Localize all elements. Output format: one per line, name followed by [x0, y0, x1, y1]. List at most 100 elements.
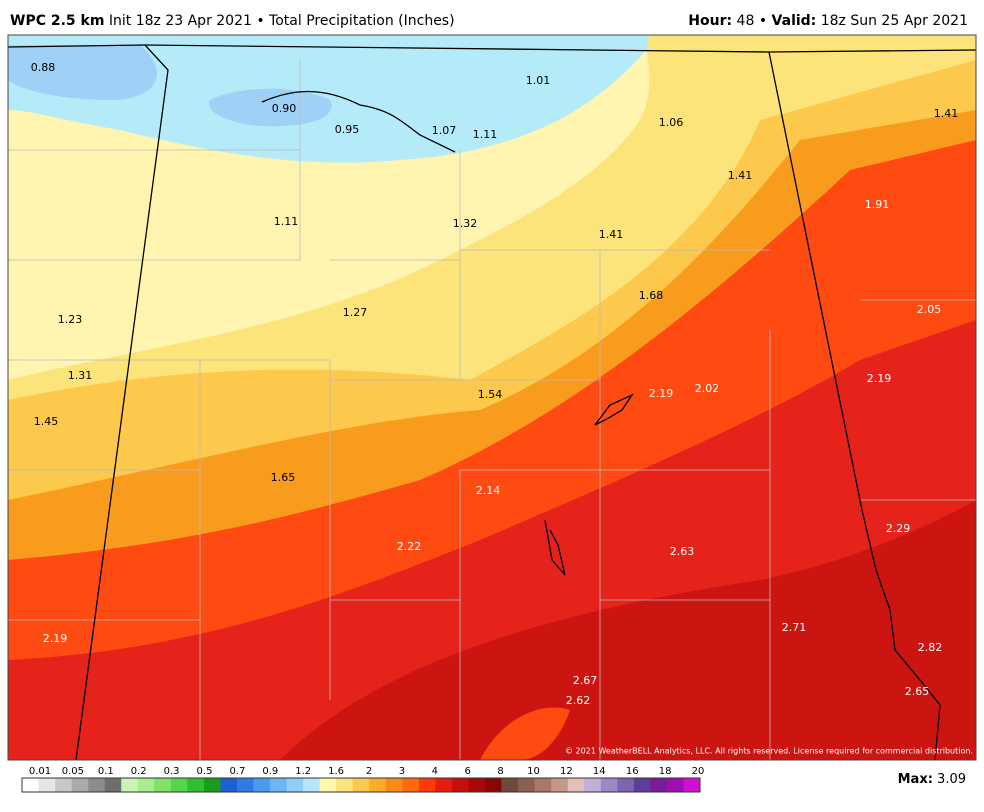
- color-swatch: [270, 778, 287, 792]
- color-swatch: [633, 778, 651, 792]
- value-label: 2.02: [695, 382, 720, 395]
- color-swatch: [600, 778, 618, 792]
- value-label: 2.19: [867, 372, 892, 385]
- value-label: 2.05: [917, 303, 942, 316]
- color-swatch: [551, 778, 569, 792]
- county-lines: [8, 60, 976, 760]
- colorbar-label: 0.7: [229, 766, 245, 777]
- color-swatch: [451, 778, 469, 792]
- value-label: 1.41: [934, 107, 959, 120]
- value-labels: 0.88 0.90 0.95 1.07 1.11 1.01 1.06 1.41 1.41 1.91…: [31, 61, 959, 707]
- value-label: 2.67: [573, 674, 598, 687]
- max-label: Max:: [898, 772, 933, 787]
- value-label: 0.90: [272, 102, 297, 115]
- value-label: 2.71: [782, 621, 807, 634]
- value-label: 1.41: [728, 169, 753, 182]
- value-label: 1.07: [432, 124, 457, 137]
- value-label: 2.29: [886, 522, 911, 535]
- colorbar-label: 0.3: [164, 766, 180, 777]
- map-frame: [7, 34, 977, 761]
- value-label: 1.54: [478, 388, 503, 401]
- copyright: © 2021 WeatherBELL Analytics, LLC. All r…: [565, 747, 973, 756]
- band: [8, 45, 157, 100]
- colorbar-label: 0.9: [262, 766, 278, 777]
- state-lines: [8, 44, 976, 760]
- value-label: 0.88: [31, 61, 56, 74]
- color-swatch: [534, 778, 552, 792]
- colorbar-label: 8: [497, 766, 503, 777]
- colorbar-label: 1.6: [328, 766, 344, 777]
- color-swatch: [203, 778, 221, 792]
- value-label: 1.01: [526, 74, 551, 87]
- value-label: 2.19: [43, 632, 68, 645]
- max-value: 3.09: [937, 772, 966, 787]
- hour-label: Hour:: [688, 13, 732, 29]
- max: Max: 3.09: [898, 772, 966, 787]
- value-label: 1.68: [639, 289, 664, 302]
- value-label: 1.31: [68, 369, 93, 382]
- value-label: 1.45: [34, 415, 59, 428]
- color-swatch: [319, 778, 337, 792]
- colorbar-label: 4: [432, 766, 438, 777]
- band: [8, 35, 660, 163]
- value-label: 1.41: [599, 228, 624, 241]
- colorbar-label: 14: [593, 766, 606, 777]
- colorbar-label: 6: [465, 766, 471, 777]
- color-swatch: [666, 778, 684, 792]
- color-swatch: [303, 778, 320, 792]
- header-left: WPC 2.5 km Init 18z 23 Apr 2021 • Total …: [10, 13, 455, 29]
- model: WPC 2.5 km: [10, 13, 104, 29]
- map: 0.88 0.90 0.95 1.07 1.11 1.01 1.06 1.41 1.41 1.91…: [8, 35, 976, 760]
- color-swatch: [38, 778, 56, 792]
- color-swatch: [369, 778, 387, 792]
- color-swatch: [418, 778, 436, 792]
- colorbar-label: 16: [626, 766, 639, 777]
- color-swatch: [236, 778, 254, 792]
- colorbar: 0.01 0.05 0.1 0.2 0.3 0.5 0.7 0.9 1.2 1.6 2 3 4 6 8 10 1…: [21, 766, 705, 793]
- colorbar-label: 2: [366, 766, 372, 777]
- color-swatch: [485, 778, 502, 792]
- color-swatch: [501, 778, 519, 792]
- color-swatch: [402, 778, 420, 792]
- color-swatch: [286, 778, 304, 792]
- separator: •: [759, 13, 767, 29]
- description: Init 18z 23 Apr 2021 • Total Precipitati…: [109, 13, 455, 29]
- colorbar-frame: [21, 777, 701, 793]
- colorbar-label: 18: [659, 766, 672, 777]
- valid: 18z Sun 25 Apr 2021: [821, 13, 968, 29]
- color-swatch: [104, 778, 122, 792]
- color-swatch: [385, 778, 403, 792]
- value-label: 2.65: [905, 685, 930, 698]
- color-swatch: [187, 778, 205, 792]
- color-swatch: [121, 778, 139, 792]
- value-label: 1.32: [453, 217, 478, 230]
- color-swatch: [435, 778, 453, 792]
- value-label: 2.19: [649, 387, 674, 400]
- colorbar-label: 20: [692, 766, 705, 777]
- color-swatch: [617, 778, 635, 792]
- color-swatch: [55, 778, 72, 792]
- color-swatch: [584, 778, 602, 792]
- color-swatch: [352, 778, 370, 792]
- valid-label: Valid:: [772, 13, 817, 29]
- color-swatch: [88, 778, 105, 792]
- band: [480, 707, 570, 760]
- band: [209, 88, 332, 127]
- value-label: 0.95: [335, 123, 360, 136]
- colorbar-label: 3: [399, 766, 405, 777]
- colorbar-label: 10: [527, 766, 540, 777]
- colorbar-label: 0.01: [29, 766, 51, 777]
- value-label: 1.11: [473, 128, 498, 141]
- colorbar-label: 0.2: [131, 766, 147, 777]
- header-right: Hour: 48 • Valid: 18z Sun 25 Apr 2021: [688, 13, 968, 29]
- color-swatch: [71, 778, 89, 792]
- value-label: 1.65: [271, 471, 296, 484]
- colorbar-label: 1.2: [295, 766, 311, 777]
- colorbar-label: 0.1: [98, 766, 114, 777]
- header: WPC 2.5 km Init 18z 23 Apr 2021 • Total …: [10, 13, 968, 29]
- band: [280, 500, 976, 760]
- colorbar-label: 0.5: [197, 766, 213, 777]
- value-label: 2.22: [397, 540, 422, 553]
- value-label: 2.63: [670, 545, 695, 558]
